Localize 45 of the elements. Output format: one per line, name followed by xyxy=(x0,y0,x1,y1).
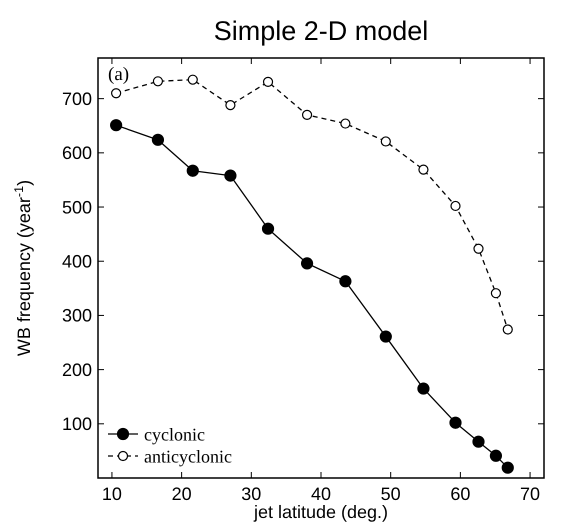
x-tick-label: 60 xyxy=(450,484,470,504)
y-tick-label: 300 xyxy=(62,306,92,326)
point xyxy=(502,324,513,335)
point xyxy=(502,462,514,474)
point xyxy=(224,170,237,182)
point xyxy=(380,330,392,343)
y-tick-label: 400 xyxy=(62,252,92,272)
point xyxy=(418,164,429,175)
x-axis-title: jet latitude (deg.) xyxy=(252,502,388,522)
point xyxy=(340,118,350,129)
y-tick-label: 500 xyxy=(62,197,92,218)
point xyxy=(473,244,484,254)
chart-title: Simple 2-D model xyxy=(214,16,428,46)
legend-label: anticyclonic xyxy=(144,446,232,466)
x-tick-label: 50 xyxy=(380,484,401,504)
point xyxy=(111,88,122,98)
point xyxy=(225,100,236,110)
point xyxy=(152,76,164,86)
x-tick-label: 40 xyxy=(310,484,332,504)
point xyxy=(302,110,312,120)
point xyxy=(300,257,314,270)
point xyxy=(380,136,391,147)
y-tick-label: 200 xyxy=(62,360,92,380)
point xyxy=(472,436,485,448)
y-tick-label: 600 xyxy=(62,143,92,164)
point xyxy=(449,416,462,429)
annotation: (a) xyxy=(108,64,130,85)
point xyxy=(152,134,164,146)
x-tick-label: 70 xyxy=(520,484,540,504)
x-tick-label: 30 xyxy=(241,484,262,504)
point xyxy=(339,275,352,288)
point xyxy=(262,222,274,235)
x-tick-label: 20 xyxy=(172,484,192,504)
x-tick-label: 10 xyxy=(102,484,122,504)
point xyxy=(262,76,274,87)
point xyxy=(417,382,430,395)
y-tick-label: 100 xyxy=(62,414,92,434)
y-tick-label: 700 xyxy=(62,88,92,109)
legend-label: cyclonic xyxy=(144,424,205,444)
point xyxy=(188,74,198,85)
point xyxy=(490,288,502,298)
point xyxy=(450,200,461,212)
point xyxy=(110,119,122,132)
point xyxy=(186,164,199,177)
point xyxy=(490,450,502,462)
